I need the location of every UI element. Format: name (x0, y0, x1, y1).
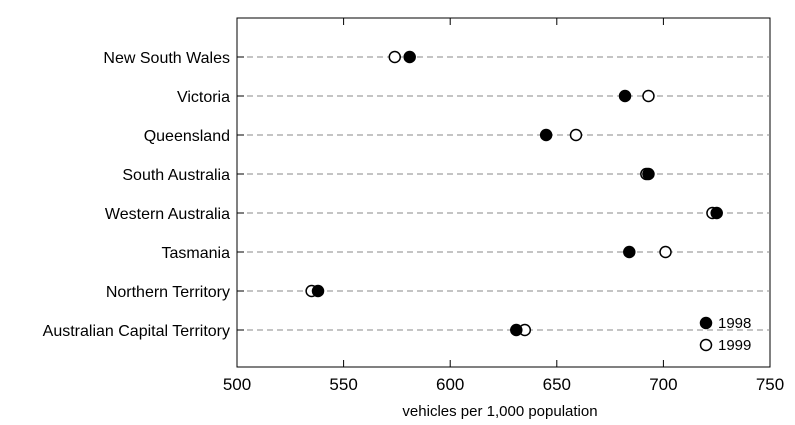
x-tick-label: 600 (436, 375, 464, 394)
category-label: Queensland (144, 128, 230, 145)
category-label: Victoria (177, 89, 230, 106)
point-1999 (569, 128, 583, 142)
point-1998 (710, 206, 723, 220)
x-tick-label: 750 (756, 375, 784, 394)
category-label: New South Wales (103, 50, 230, 67)
point-1998 (539, 128, 553, 142)
point-1999 (388, 50, 402, 64)
point-1998 (510, 323, 523, 337)
point-1998 (618, 89, 632, 103)
category-label: Northern Territory (106, 284, 230, 301)
legend-label: 1999 (718, 337, 751, 354)
category-label: Australian Capital Territory (43, 323, 230, 340)
point-1999 (659, 245, 672, 259)
legend-marker (699, 316, 713, 330)
x-tick-label: 700 (649, 375, 677, 394)
category-label: Western Australia (105, 206, 230, 223)
point-1998 (311, 284, 325, 298)
x-tick-label: 500 (223, 375, 251, 394)
point-1998 (623, 245, 636, 259)
point-1998 (403, 50, 416, 64)
plot-frame (236, 17, 771, 368)
plot-area: 500 550 600 650 700 750 New South Wales Victori… (43, 17, 784, 394)
point-1998 (642, 167, 655, 181)
x-tick-label: 550 (329, 375, 357, 394)
legend-label: 1998 (718, 315, 751, 332)
point-1999 (642, 89, 655, 103)
x-axis-title: vehicles per 1,000 population (402, 403, 597, 420)
legend-marker (699, 338, 713, 352)
category-label: Tasmania (162, 245, 231, 262)
x-tick-label: 650 (543, 375, 571, 394)
category-label: South Australia (122, 167, 230, 184)
